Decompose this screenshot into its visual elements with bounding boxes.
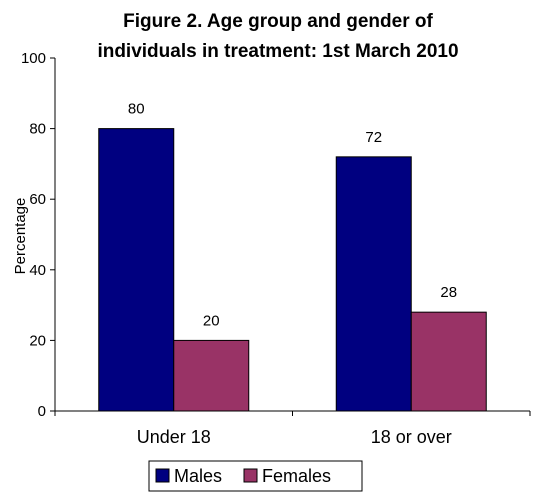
y-tick-label: 20 xyxy=(29,332,46,349)
bar-females-0 xyxy=(173,339,250,412)
y-tick-label: 80 xyxy=(29,121,46,138)
data-label: 72 xyxy=(365,129,382,146)
data-label: 20 xyxy=(203,312,220,329)
y-axis-title: Percentage xyxy=(12,198,29,275)
legend: Males Females xyxy=(148,460,363,492)
y-tick-label: 40 xyxy=(29,262,46,279)
chart-title-line-1: Figure 2. Age group and gender of xyxy=(123,11,433,32)
y-tick-label: 100 xyxy=(21,50,46,67)
x-category-label: Under 18 xyxy=(137,427,211,447)
legend-label-females: Females xyxy=(262,466,331,486)
plot-area: 0 20 40 60 80 100 80 20 Under 18 72 28 18 or over xyxy=(21,50,531,447)
y-tick-label: 60 xyxy=(29,191,46,208)
data-label: 28 xyxy=(440,284,457,301)
bar-females-1 xyxy=(410,311,487,412)
bar-males-1 xyxy=(335,156,412,412)
legend-swatch-females xyxy=(243,468,258,483)
legend-swatch-males xyxy=(155,468,170,483)
legend-label-males: Males xyxy=(174,466,222,486)
bar-males-0 xyxy=(98,128,175,412)
y-tick-label: 0 xyxy=(38,403,46,420)
data-label: 80 xyxy=(128,101,145,118)
x-category-label: 18 or over xyxy=(371,427,452,447)
chart-title-line-2: individuals in treatment: 1st March 2010 xyxy=(97,41,458,62)
